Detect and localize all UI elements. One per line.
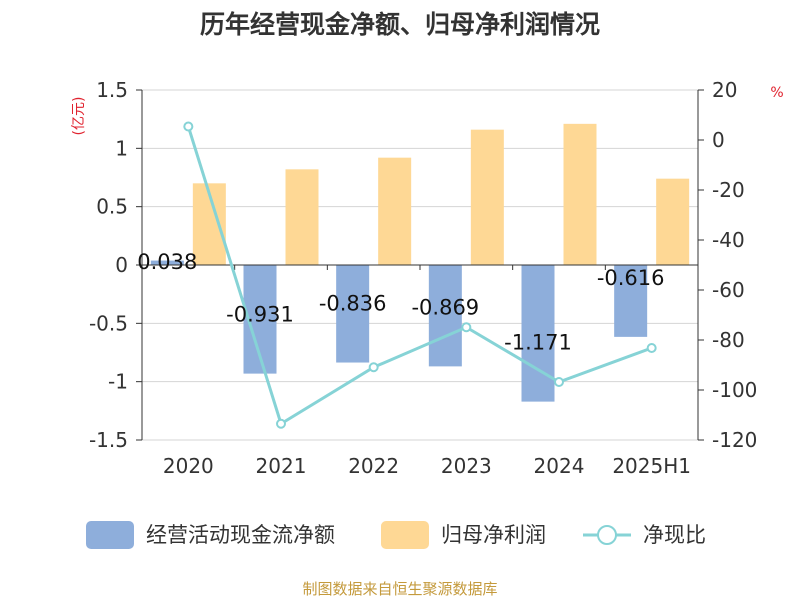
ratio-point	[461, 322, 472, 333]
left-axis-unit: (亿元)	[71, 97, 87, 136]
ratio-point	[276, 418, 286, 429]
x-tick-label: 2025H1	[612, 454, 691, 478]
cashflow-data-label: -1.171	[504, 331, 572, 355]
legend-label: 经营活动现金流净额	[146, 523, 335, 547]
ratio-line-path	[186, 126, 653, 427]
x-tick-label: 2021	[256, 454, 307, 478]
ratio-line	[183, 121, 657, 429]
data-labels: 0.038 -0.931 -0.836 -0.869 -1.171 -0.616	[137, 250, 664, 355]
left-tick-label: -1	[108, 370, 128, 394]
cashflow-bar	[336, 265, 370, 363]
x-tick-label: 2024	[534, 454, 585, 478]
cashflow-data-label: -0.869	[411, 295, 479, 319]
x-tick-label: 2022	[348, 454, 399, 478]
cashflow-bar	[150, 260, 184, 265]
left-tick-label: 1	[115, 136, 128, 160]
left-tick-label: 1.5	[96, 78, 128, 102]
right-tick-label: -60	[712, 278, 745, 302]
x-tick-label: 2020	[163, 454, 214, 478]
left-tick-label: 0.5	[96, 195, 128, 219]
right-tick-label: -80	[712, 328, 745, 352]
right-tick-label: -120	[712, 428, 757, 452]
cashflow-data-label: -0.836	[319, 292, 387, 316]
right-tick-label: -40	[712, 228, 745, 252]
cashflow-data-label: -0.931	[226, 303, 294, 327]
left-tick-label: -0.5	[89, 311, 128, 335]
legend-item-ratio[interactable]: 净现比	[583, 523, 706, 547]
legend-item-net-profit[interactable]: 归母净利润	[381, 521, 546, 549]
net-profit-bar	[656, 178, 690, 265]
right-tick-label: -20	[712, 178, 745, 202]
bars	[150, 123, 690, 402]
right-axis-unit: %	[770, 85, 783, 101]
cashflow-bar	[614, 265, 648, 337]
ratio-point	[183, 121, 194, 132]
legend-item-cashflow[interactable]: 经营活动现金流净额	[86, 521, 335, 549]
right-tick-label: -100	[712, 378, 757, 402]
source-note: 制图数据来自恒生聚源数据库	[302, 580, 497, 598]
legend-marker	[597, 525, 617, 545]
legend-label: 归母净利润	[441, 523, 546, 547]
cashflow-data-label: -0.616	[597, 266, 665, 290]
legend-label: 净现比	[643, 523, 706, 547]
legend-swatch	[86, 521, 134, 549]
net-profit-bar	[285, 169, 319, 265]
cashflow-bar	[521, 265, 555, 402]
cashflow-bar	[428, 265, 462, 367]
ratio-point	[368, 362, 379, 373]
left-tick-label: 0	[115, 253, 128, 277]
right-tick-label: 0	[712, 128, 725, 152]
legend-swatch	[381, 521, 429, 549]
x-tick-label: 2023	[441, 454, 492, 478]
left-tick-label: -1.5	[89, 428, 128, 452]
ratio-point	[646, 343, 657, 353]
ratio-point	[554, 377, 564, 387]
chart-title: 历年经营现金净额、归母净利润情况	[200, 10, 600, 39]
net-profit-bar	[563, 123, 597, 265]
legend[interactable]: 经营活动现金流净额 归母净利润 净现比	[86, 521, 706, 549]
cashflow-data-label: 0.038	[137, 250, 197, 274]
net-profit-bar	[470, 129, 504, 265]
axes: 1.5 1 0.5 0 -0.5 -1 -1.5 20 0 -20 -40 -60 -80 -100 -12…	[89, 78, 757, 478]
right-tick-label: 20	[712, 78, 737, 102]
net-profit-bar	[378, 157, 412, 265]
